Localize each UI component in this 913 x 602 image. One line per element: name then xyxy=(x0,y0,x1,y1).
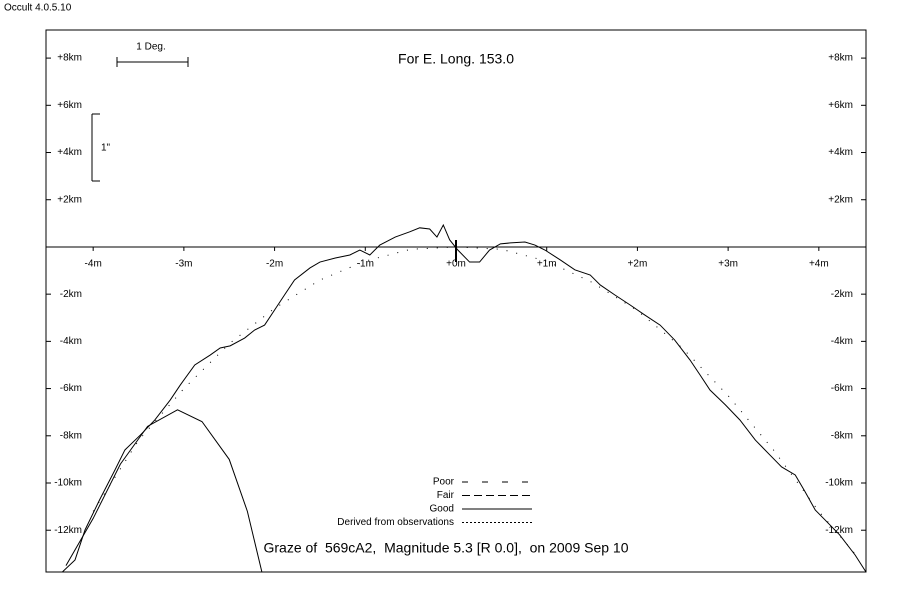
x-tick-label: -2m xyxy=(266,259,283,270)
x-tick-label: +4m xyxy=(809,259,829,270)
y-tick-label: -2km xyxy=(831,289,853,300)
x-tick-label: -3m xyxy=(175,259,192,270)
y-tick-label: +4km xyxy=(828,147,853,158)
x-tick-label: +0m xyxy=(446,259,466,270)
y-tick-label: -12km xyxy=(825,525,853,536)
x-tick-label: +3m xyxy=(718,259,738,270)
x-tick-label: +2m xyxy=(628,259,648,270)
series-line xyxy=(92,246,856,555)
legend-label: Poor xyxy=(433,477,455,488)
y-tick-label: +6km xyxy=(57,100,82,111)
y-tick-label: -2km xyxy=(60,289,82,300)
y-tick-label: +2km xyxy=(57,194,82,205)
y-tick-label: +4km xyxy=(57,147,82,158)
legend-label: Fair xyxy=(437,490,455,501)
x-tick-label: -4m xyxy=(85,259,102,270)
legend-label: Good xyxy=(430,504,454,515)
footer: Graze of 569cA2, Magnitude 5.3 [R 0.0], … xyxy=(263,540,628,556)
y-tick-label: -6km xyxy=(831,383,853,394)
y-tick-label: -8km xyxy=(60,430,82,441)
x-tick-label: -1m xyxy=(357,259,374,270)
plot-area xyxy=(61,223,866,572)
degree-scale-label: 1 Deg. xyxy=(136,42,165,53)
y-tick-label: +8km xyxy=(57,53,82,64)
chart-title: For E. Long. 153.0 xyxy=(398,51,514,67)
plot-frame xyxy=(45,29,867,573)
app-label: Occult 4.0.5.10 xyxy=(4,3,72,14)
y-tick-label: +8km xyxy=(828,53,853,64)
y-tick-label: -6km xyxy=(60,383,82,394)
y-tick-label: -10km xyxy=(825,478,853,489)
y-tick-label: +2km xyxy=(828,194,853,205)
y-tick-label: +6km xyxy=(828,100,853,111)
y-tick-label: -4km xyxy=(60,336,82,347)
legend-label: Derived from observations xyxy=(337,517,454,528)
y-tick-label: -10km xyxy=(54,478,82,489)
y-tick-label: -8km xyxy=(831,430,853,441)
y-tick-label: -4km xyxy=(831,336,853,347)
x-tick-label: +1m xyxy=(537,259,557,270)
arcsec-scale-label: 1" xyxy=(101,143,111,154)
y-tick-label: -12km xyxy=(54,525,82,536)
series-line xyxy=(61,223,866,572)
series-line xyxy=(65,409,263,572)
